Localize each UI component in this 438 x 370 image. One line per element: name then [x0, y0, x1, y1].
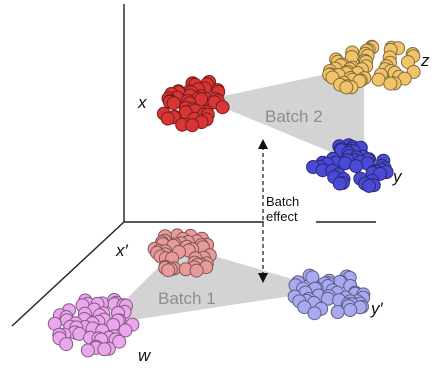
- cell-dot: [97, 342, 112, 357]
- cell-dot: [160, 111, 175, 126]
- arrow-head-down: [258, 273, 268, 283]
- cell-dot: [112, 334, 127, 349]
- cluster-z: [322, 39, 421, 95]
- cluster-y: [306, 138, 394, 193]
- cell-dot: [215, 100, 230, 115]
- label-z: z: [420, 51, 430, 70]
- cell-dot: [349, 159, 364, 174]
- cluster-y-prime: [287, 268, 371, 321]
- batch1-triangle: [100, 246, 330, 325]
- cluster-x: [156, 75, 230, 133]
- cell-dot: [59, 337, 74, 352]
- cell-dot: [371, 72, 386, 87]
- cell-dot: [297, 300, 312, 315]
- cell-dot: [80, 343, 95, 358]
- batch1-label: Batch 1: [158, 289, 216, 308]
- label-x: x: [137, 93, 147, 112]
- label-y: y: [392, 167, 403, 186]
- depth-axis: [11, 221, 125, 327]
- cluster-w: [47, 293, 140, 358]
- axes: [11, 4, 376, 327]
- cell-dot: [339, 80, 354, 95]
- batch-effect-label-line2: effect: [266, 209, 298, 224]
- label-y-prime: y′: [370, 299, 384, 318]
- batch-effect-label-line1: Batch: [266, 194, 299, 209]
- cluster-x-prime: [147, 228, 217, 278]
- cell-dot: [383, 76, 398, 91]
- cell-dot: [185, 118, 200, 133]
- cell-dot: [362, 178, 377, 193]
- cell-dot: [118, 323, 133, 338]
- cell-dot: [166, 96, 181, 111]
- cell-dot: [307, 306, 322, 321]
- cell-dot: [330, 305, 345, 319]
- cell-dot: [332, 176, 347, 191]
- batch2-triangle: [205, 66, 364, 160]
- label-w: w: [138, 346, 152, 365]
- cell-dot: [189, 263, 204, 278]
- batch-effect-arrow: [258, 139, 316, 283]
- cell-dot: [161, 263, 176, 278]
- arrow-head-up: [258, 139, 268, 149]
- label-x-prime: x′: [115, 241, 129, 260]
- batch2-label: Batch 2: [265, 107, 323, 126]
- cell-dot: [343, 303, 358, 317]
